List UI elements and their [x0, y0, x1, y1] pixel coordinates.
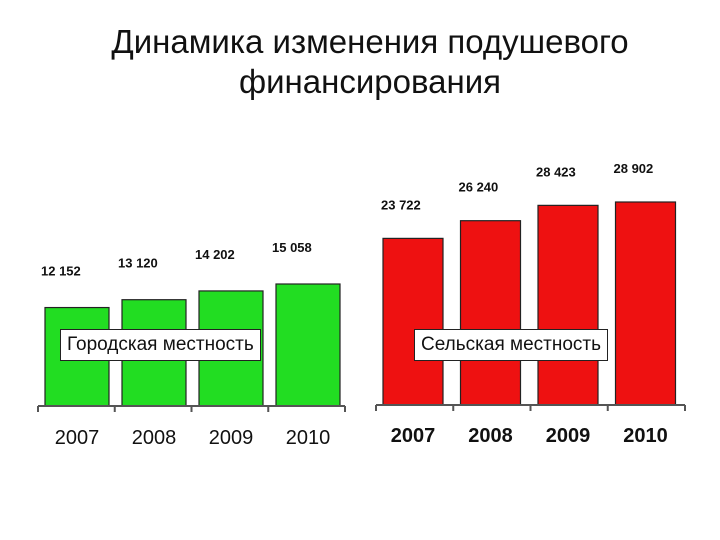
tick-label-2007: 2007: [55, 427, 100, 449]
urban-panel-label: Городская местность: [60, 329, 261, 361]
tick-label-2009: 2009: [546, 425, 591, 447]
value-label-2007: 23 722: [381, 197, 421, 212]
chart-panel-2: 23 722 2007 26 240 2008 28 423 2009 28 902 2010: [375, 161, 686, 447]
bar-2010: [614, 201, 677, 406]
value-label-2008: 13 120: [118, 256, 158, 271]
value-label-2010: 28 902: [614, 161, 654, 176]
bar-2008: [459, 220, 522, 406]
value-label-2010: 15 058: [272, 240, 312, 255]
tick-label-2008: 2008: [132, 427, 177, 449]
chart-title-line-1: Динамика изменения подушевого: [111, 23, 629, 60]
tick-label-2009: 2009: [209, 427, 254, 449]
value-label-2008: 26 240: [459, 180, 499, 195]
value-label-2009: 14 202: [195, 247, 235, 262]
chart-title-line-2: финансирования: [238, 63, 502, 100]
bar-2007: [382, 237, 444, 406]
tick-label-2008: 2008: [468, 425, 513, 447]
tick-label-2010: 2010: [623, 425, 668, 447]
bar-2010: [275, 283, 341, 407]
bar-2009: [537, 204, 599, 406]
value-label-2009: 28 423: [536, 164, 576, 179]
tick-label-2010: 2010: [286, 427, 331, 449]
tick-label-2007: 2007: [391, 425, 436, 447]
value-label-2007: 12 152: [41, 264, 81, 279]
rural-panel-label: Сельская местность: [414, 329, 608, 361]
chart-title: Динамика изменения подушевого финансиров…: [0, 22, 720, 102]
